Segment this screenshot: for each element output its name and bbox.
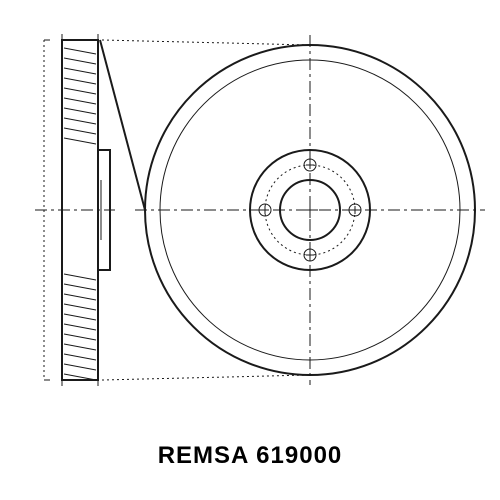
- brake-disc-drawing: [0, 0, 500, 500]
- brand-text: REMSA: [158, 442, 249, 469]
- diagram-canvas: REMSA 619000: [0, 0, 500, 500]
- partno-text: 619000: [256, 442, 342, 469]
- part-label: REMSA 619000: [0, 442, 500, 470]
